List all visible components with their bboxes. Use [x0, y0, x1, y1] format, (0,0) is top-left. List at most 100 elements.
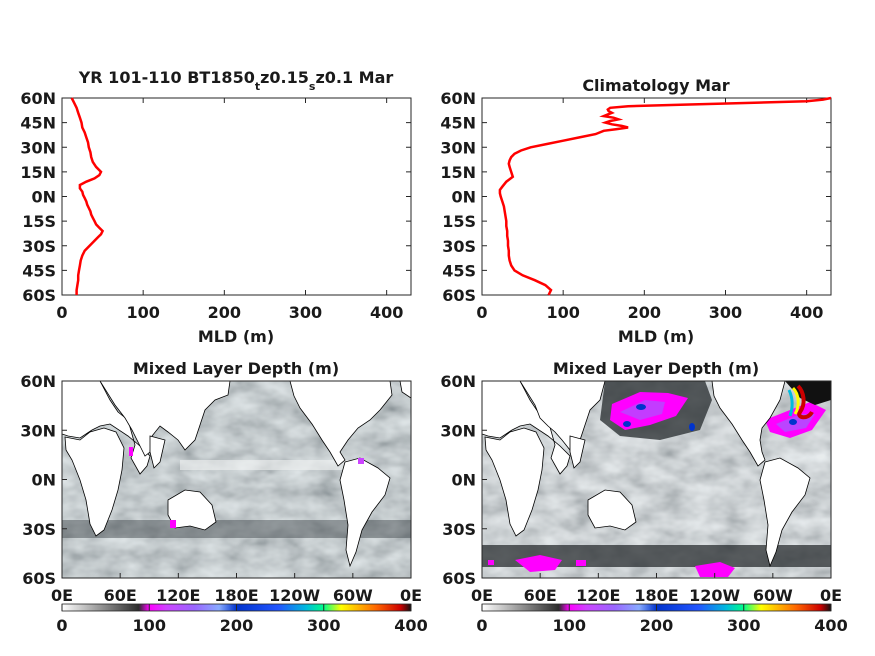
y-tick-label: 30S: [442, 237, 476, 256]
panel4-title: Mixed Layer Depth (m): [553, 359, 759, 378]
map1-southern-band: [62, 520, 411, 538]
map2-labrador-rainbow-yellow: [791, 386, 800, 415]
map2-land-south-america: [759, 457, 811, 568]
colorbar-tick-label: 0: [56, 616, 67, 635]
y-tick-label: 45N: [20, 114, 56, 133]
map-x-tick-label: 120E: [576, 586, 620, 605]
map1-eq-band: [180, 460, 350, 470]
map-y-tick-label: 60N: [440, 372, 476, 391]
map-y-tick-label: 30N: [20, 421, 56, 440]
map2-southern-magenta-4: [488, 560, 494, 565]
colorbar-tick-label: 0: [476, 616, 487, 635]
map-x-tick-label: 60W: [753, 586, 793, 605]
map2-labrador-dark: [785, 381, 831, 405]
map-x-tick-label: 60W: [333, 586, 373, 605]
y-tick-label: 0N: [31, 188, 56, 207]
y-tick-label: 60S: [442, 286, 476, 305]
x-tick-label: 200: [628, 303, 661, 322]
y-tick-label: 45S: [22, 261, 56, 280]
x-tick-label: 400: [790, 303, 823, 322]
y-tick-label: 0N: [451, 188, 476, 207]
y-tick-label: 60N: [440, 89, 476, 108]
x-tick-label: 100: [126, 303, 159, 322]
map1-land: [62, 381, 411, 568]
map-x-tick-label: 0E: [471, 586, 493, 605]
y-tick-label: 30N: [440, 138, 476, 157]
map1-highlight-b: [358, 458, 364, 464]
map2-north-pacific-blue-2: [623, 421, 631, 427]
panel2-title: Climatology Mar: [582, 76, 729, 95]
y-tick-label: 15N: [20, 163, 56, 182]
y-tick-label: 30N: [20, 138, 56, 157]
map2-land-india: [569, 435, 586, 469]
map1-land-asia: [99, 381, 231, 457]
x-tick-label: 400: [370, 303, 403, 322]
x-tick-label: 0: [56, 303, 67, 322]
map-x-tick-label: 180E: [214, 586, 258, 605]
map2-north-pacific-violet: [620, 400, 665, 420]
panel1-title: YR 101-110 BT1850tz0.15sz0.1 Mar: [78, 68, 394, 93]
map1-land-greenland: [399, 381, 411, 399]
panel-profile-model: YR 101-110 BT1850tz0.15sz0.1 Mar 60N 45N 3…: [20, 68, 412, 346]
map-x-tick-label: 120W: [269, 586, 320, 605]
colorbar-tick-label: 300: [727, 616, 760, 635]
map-x-tick-label: 120E: [156, 586, 200, 605]
map-y-tick-label: 30S: [442, 520, 476, 539]
map2-north-atlantic-blue: [789, 419, 797, 425]
colorbar-tick-label: 400: [394, 616, 427, 635]
map-x-tick-label: 0E: [820, 586, 842, 605]
map1-land-india: [149, 435, 166, 469]
map1-land-north-america: [289, 381, 393, 467]
colorbar-tick-label: 100: [133, 616, 166, 635]
map-x-tick-label: 60E: [104, 586, 137, 605]
map2-southern-band: [482, 545, 831, 567]
panel2-axes-box: [481, 97, 832, 296]
x-tick-label: 300: [289, 303, 322, 322]
panel1-axes-box: [61, 97, 412, 296]
panel-map-model: Mixed Layer Depth (m) 60N 30N 0N 30S 60S 0E 6…: [20, 359, 427, 635]
y-tick-label: 60S: [22, 286, 56, 305]
map2-southern-magenta-3: [576, 560, 586, 566]
map1-land-south-america: [339, 457, 391, 568]
map1-highlight-a: [129, 447, 133, 456]
map-y-tick-label: 30N: [440, 421, 476, 440]
y-tick-label: 15N: [440, 163, 476, 182]
map2-southern-magenta-2: [695, 562, 735, 577]
y-tick-label: 45S: [442, 261, 476, 280]
colorbar-tick-label: 400: [814, 616, 847, 635]
map1-land-europe-africa: [62, 381, 151, 537]
x-tick-label: 100: [546, 303, 579, 322]
x-tick-label: 0: [476, 303, 487, 322]
map-x-tick-label: 0E: [51, 586, 73, 605]
y-tick-label: 15S: [442, 212, 476, 231]
map2-land-australia: [587, 489, 637, 531]
map1-highlight-c: [170, 520, 176, 528]
y-tick-label: 15S: [22, 212, 56, 231]
map2-labrador-rainbow-red: [796, 384, 814, 420]
map-y-tick-label: 60N: [20, 372, 56, 391]
profile-line-model: [70, 97, 105, 295]
map-y-tick-label: 60S: [442, 569, 476, 588]
map-x-tick-label: 180E: [634, 586, 678, 605]
map2-north-pacific-blue-3: [689, 423, 695, 431]
map-y-tick-label: 30S: [22, 520, 56, 539]
map-y-tick-label: 0N: [31, 471, 56, 490]
x-tick-label: 300: [709, 303, 742, 322]
map2-land: [482, 381, 811, 568]
y-tick-label: 45N: [440, 114, 476, 133]
map2-labrador-rainbow-cyan: [787, 389, 794, 417]
y-tick-label: 30S: [22, 237, 56, 256]
map-y-tick-label: 0N: [451, 471, 476, 490]
panel3-title: Mixed Layer Depth (m): [133, 359, 339, 378]
x-tick-label: 200: [208, 303, 241, 322]
colorbar-tick-label: 200: [640, 616, 673, 635]
map2-north-pacific-blue-1: [636, 404, 646, 410]
panel-profile-climatology: Climatology Mar 60N 45N 30N 15N 0N 15S 30S 45S 6…: [440, 76, 832, 346]
panel1-xlabel: MLD (m): [198, 327, 274, 346]
y-tick-label: 60N: [20, 89, 56, 108]
map2-southern-magenta-1: [515, 555, 562, 572]
map-x-tick-label: 60E: [524, 586, 557, 605]
colorbar-tick-label: 300: [307, 616, 340, 635]
map2-land-north-america: [711, 381, 786, 467]
